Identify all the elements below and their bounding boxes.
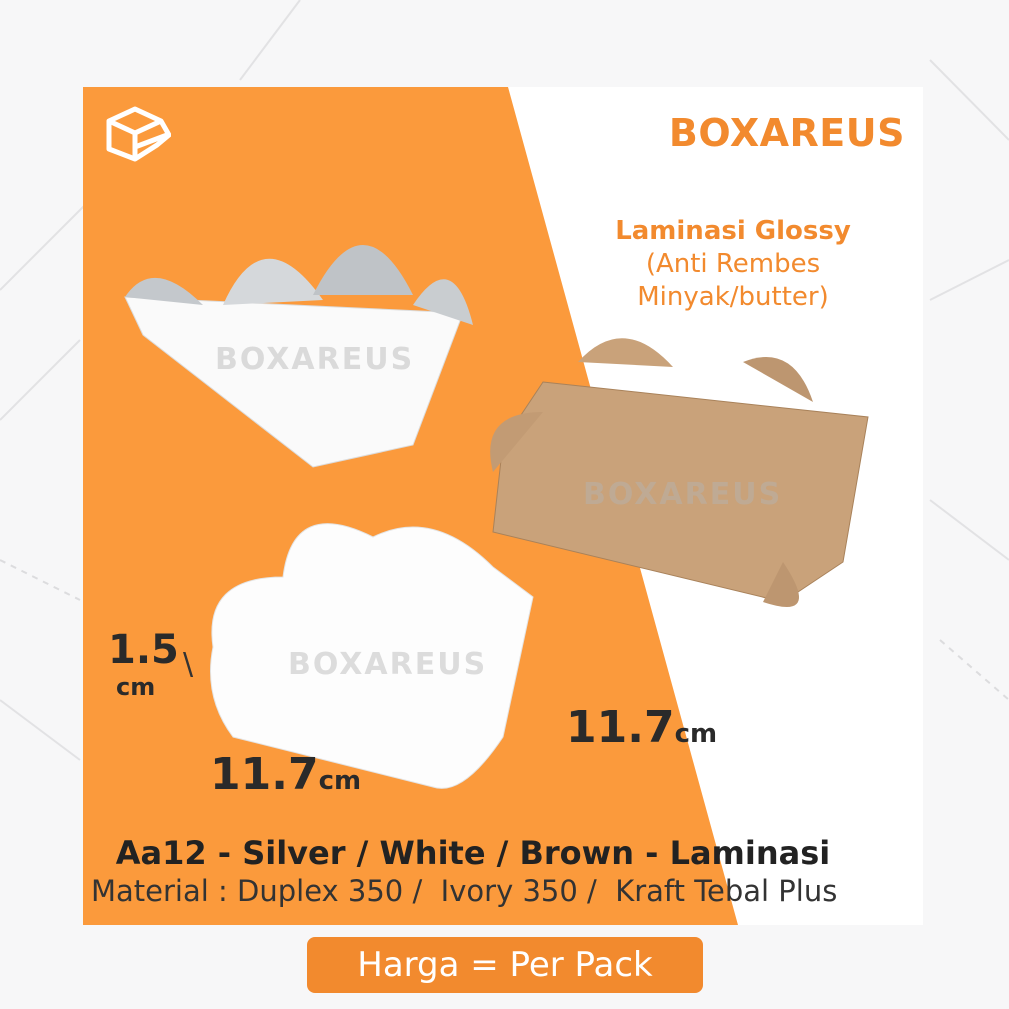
- length-unit: cm: [674, 719, 718, 749]
- height-marker: \: [183, 647, 194, 682]
- height-unit: cm: [116, 673, 156, 701]
- lamination-line3: Minyak/butter): [637, 282, 829, 312]
- silver-tray-image: [124, 245, 473, 468]
- width-value: 11.7: [210, 749, 319, 800]
- product-card: BOXAREUS Laminasi Glossy (Anti Rembes Mi…: [83, 87, 923, 925]
- box-logo-icon: [106, 106, 171, 162]
- height-value: 1.5: [108, 627, 179, 673]
- watermark-2: BOXAREUS: [583, 477, 783, 512]
- lamination-note: Laminasi Glossy (Anti Rembes Minyak/butt…: [563, 215, 903, 314]
- lamination-title: Laminasi Glossy: [615, 216, 851, 246]
- lamination-line2: (Anti Rembes: [645, 249, 821, 279]
- kraft-tray-image: [490, 338, 869, 607]
- width-dimension: 11.7cm: [210, 749, 361, 800]
- width-unit: cm: [318, 766, 362, 796]
- watermark-1: BOXAREUS: [215, 342, 415, 377]
- product-title: Aa12 - Silver / White / Brown - Laminasi: [115, 834, 831, 872]
- brand-name: BOXAREUS: [668, 111, 905, 155]
- length-dimension: 11.7cm: [566, 702, 717, 753]
- white-tray-image: [210, 523, 534, 789]
- watermark-3: BOXAREUS: [288, 647, 488, 682]
- price-label: Harga = Per Pack: [307, 937, 703, 993]
- material-text: Material : Duplex 350 / Ivory 350 / Kraf…: [91, 874, 838, 908]
- length-value: 11.7: [566, 702, 675, 753]
